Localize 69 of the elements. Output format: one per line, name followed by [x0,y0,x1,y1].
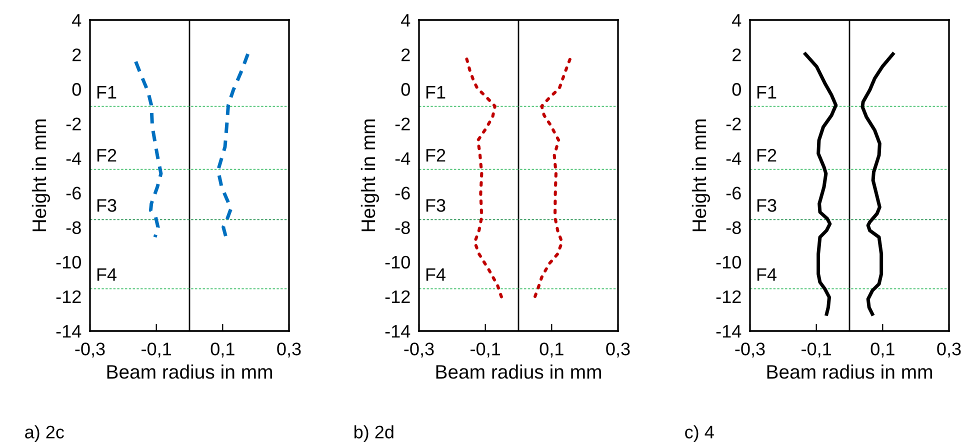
y-tick-label: -10 [56,256,81,269]
ref-line-label: F1 [757,86,776,98]
y-tick-label: 4 [72,14,82,27]
ref-line-label: F3 [426,199,446,212]
ref-line-label: F2 [757,148,776,162]
x-tick-label: 0,1 [540,342,564,358]
x-tick-label: 0,3 [606,342,630,358]
x-tick-label: -0,3 [404,342,434,358]
line-series [465,58,504,299]
y-tick-label: -2 [395,118,410,130]
y-tick-label: -2 [66,118,81,130]
y-axis-title: Height in mm [32,120,50,232]
x-tick-label: 0,1 [210,342,234,358]
y-tick-label: -14 [56,325,82,338]
x-axis-title: Beam radius in mm [767,364,932,379]
line-series [216,52,250,239]
y-tick-label: -12 [56,290,81,303]
text: b) 2d [354,425,394,442]
y-tick-label: -14 [716,325,742,338]
y-tick-label: -10 [716,256,741,269]
x-axis-title: Beam radius in mm [436,364,601,379]
x-tick-label: -0,1 [142,342,172,358]
y-tick-label: -10 [385,256,410,269]
ref-line-label: F2 [426,148,446,162]
y-tick-label: 2 [732,48,741,62]
y-tick-label: -8 [395,221,410,234]
y-tick-label: 0 [401,83,410,96]
ref-line-label: F4 [97,268,117,281]
y-tick-label: 2 [72,48,81,62]
y-tick-label: -8 [726,221,741,234]
text: c) 4 [685,425,714,442]
y-tick-label: -12 [385,290,410,303]
x-tick-label: 0,3 [277,342,301,358]
x-tick-label: -0,1 [802,342,832,358]
y-tick-label: -6 [726,186,741,200]
ref-line-label: F4 [757,268,777,281]
y-tick-label: 2 [402,48,410,62]
ref-line-label: F3 [97,199,116,212]
line-series [134,60,163,239]
x-axis-title: Beam radius in mm [107,364,272,379]
y-tick-label: -8 [66,221,81,234]
ref-line-label: F2 [97,148,116,162]
x-tick-label: -0,3 [75,342,105,358]
y-tick-label: -4 [726,152,742,165]
y-tick-label: -6 [66,186,81,200]
ref-line-label: F3 [757,199,776,212]
y-tick-label: -12 [716,290,741,303]
ref-line-label: F1 [97,86,116,98]
y-tick-label: 4 [401,14,410,27]
y-tick-label: 0 [72,83,81,96]
x-tick-label: 0,1 [870,342,894,358]
x-tick-label: 0,3 [937,342,961,358]
line-series [533,58,572,299]
y-tick-label: -14 [385,325,410,338]
ref-line-label: F4 [426,268,446,281]
y-axis-title: Height in mm [360,120,380,232]
y-tick-label: 4 [732,14,742,27]
y-axis-title: Height in mm [692,120,710,232]
y-tick-label: -2 [726,118,741,130]
line-series [860,52,895,316]
y-tick-label: -6 [395,186,410,200]
text: a) 2c [25,425,64,442]
x-tick-label: -0,3 [735,342,765,358]
x-tick-label: -0,1 [470,342,500,358]
ref-line-label: F1 [426,86,446,98]
y-tick-label: 0 [732,83,741,96]
y-tick-label: -4 [66,152,82,165]
y-tick-label: -4 [395,152,410,165]
line-series [804,52,838,316]
